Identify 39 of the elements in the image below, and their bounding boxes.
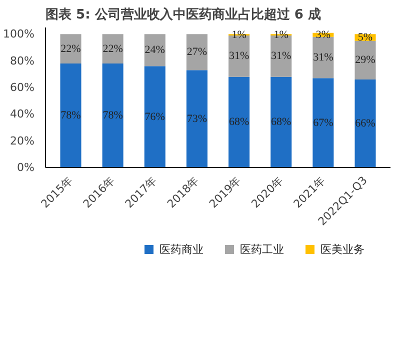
bar: [144, 66, 166, 168]
bar: [102, 64, 124, 168]
data-label: 31%: [228, 50, 250, 62]
data-label: 73%: [186, 112, 208, 125]
chart-title: 图表 5: 公司营业收入中医药商业占比超过 6 成: [46, 6, 321, 22]
bar: [60, 64, 82, 168]
data-label: 27%: [186, 46, 208, 58]
legend-label: 医药工业: [240, 243, 284, 256]
data-label: 5%: [358, 32, 373, 44]
data-label: 68%: [271, 116, 292, 128]
data-label: 22%: [60, 42, 81, 55]
bar: [312, 78, 334, 168]
y-tick-label: 0%: [17, 161, 34, 174]
y-tick-label: 80%: [10, 54, 35, 68]
data-label: 22%: [102, 42, 123, 55]
data-label: 66%: [355, 118, 376, 130]
y-tick-label: 20%: [10, 134, 35, 148]
data-label: 78%: [102, 110, 123, 122]
data-label: 67%: [313, 116, 334, 129]
data-label: 68%: [228, 116, 250, 128]
bar: [354, 40, 376, 80]
bar: [312, 36, 334, 78]
bar: [228, 76, 250, 168]
bar: [270, 76, 292, 168]
legend-label: 医药商业: [159, 243, 204, 256]
bar: [354, 80, 376, 168]
bar: [60, 34, 82, 64]
bar: [186, 70, 208, 168]
bar: [186, 34, 208, 70]
data-label: 76%: [144, 110, 165, 123]
legend-label: 医美业务: [320, 243, 364, 256]
y-tick-label: 60%: [10, 81, 35, 94]
y-tick-label: 40%: [10, 108, 35, 121]
data-label: 29%: [355, 54, 376, 66]
data-label: 78%: [60, 110, 81, 122]
y-tick-label: 100%: [3, 28, 35, 41]
data-label: 31%: [313, 52, 334, 64]
data-label: 24%: [144, 44, 165, 56]
data-label: 31%: [271, 50, 292, 62]
